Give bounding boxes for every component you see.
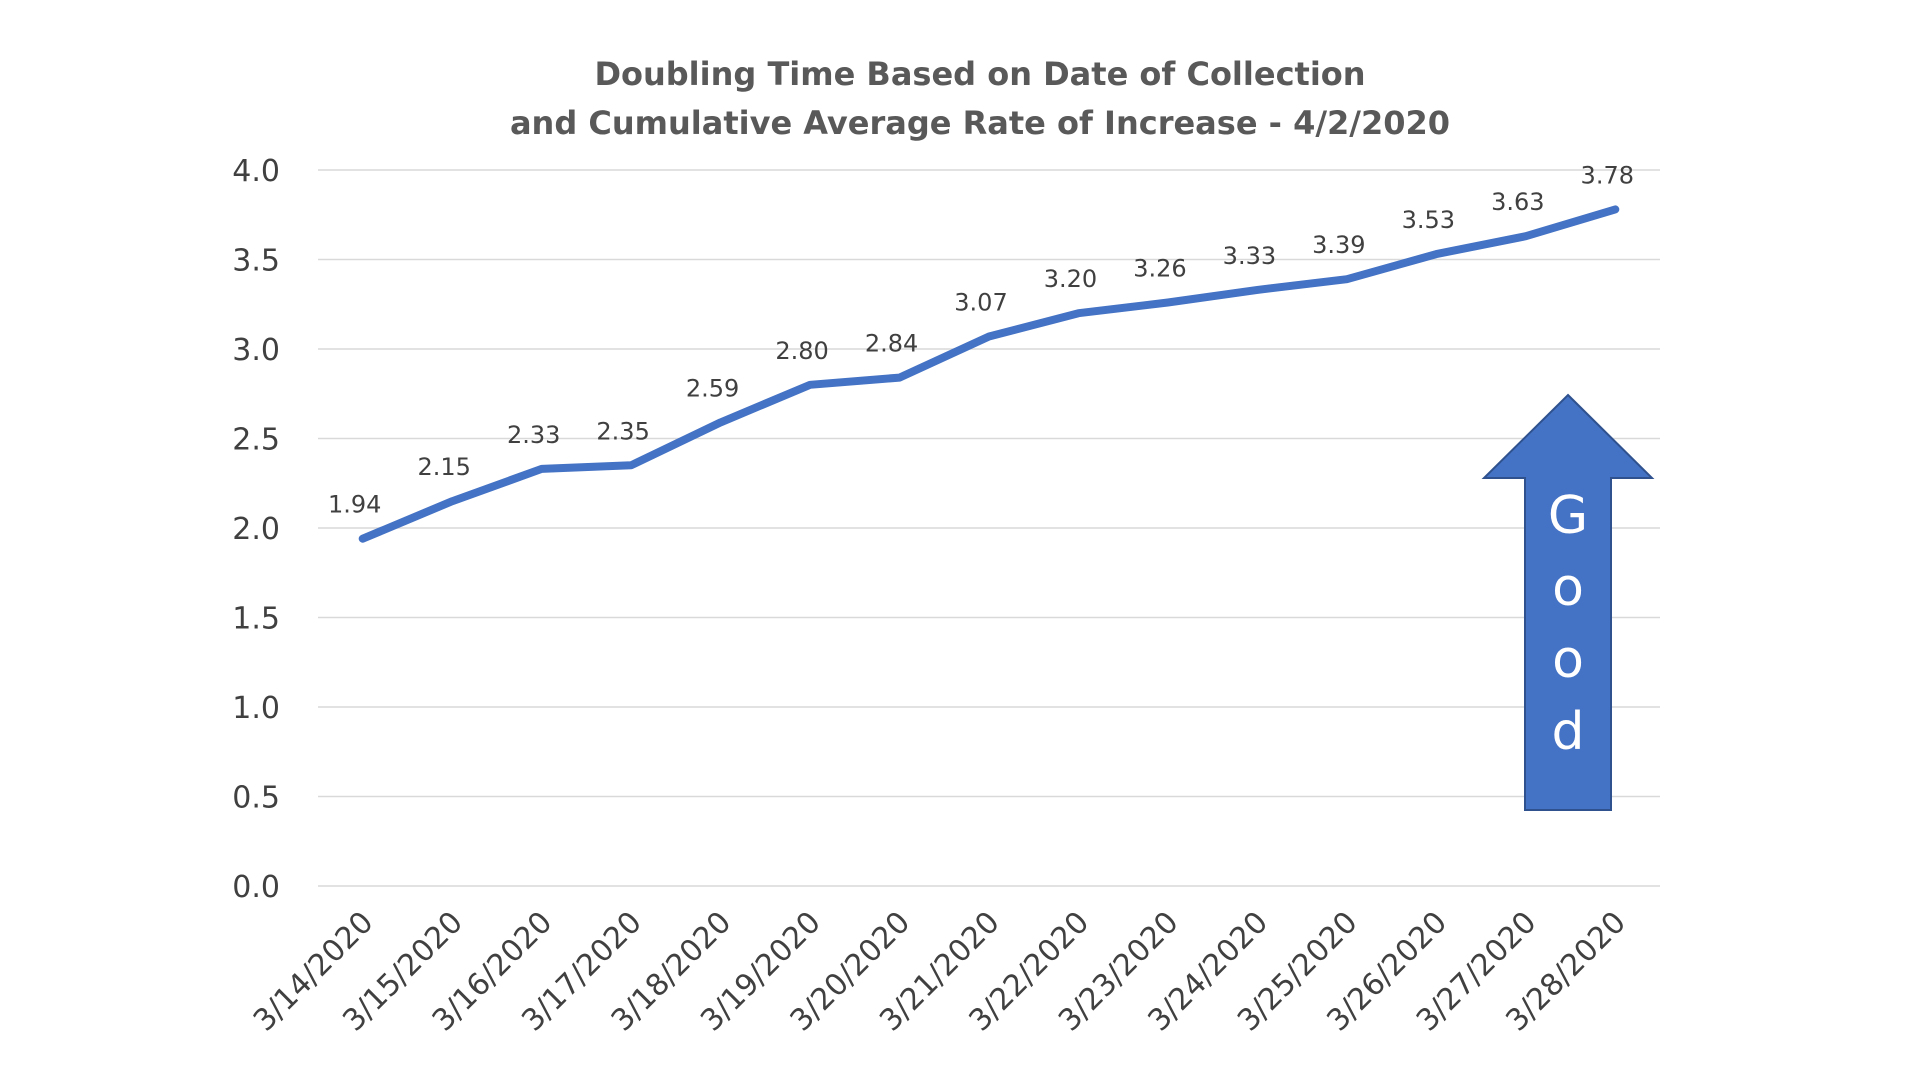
y-tick-label: 0.5 (232, 781, 280, 816)
data-point (720, 421, 722, 423)
data-point (630, 464, 632, 466)
data-label: 2.33 (507, 421, 560, 449)
series-line (358, 205, 1620, 543)
data-point (988, 335, 990, 337)
y-tick-label: 3.0 (232, 333, 280, 368)
series-group (358, 205, 1620, 543)
arrow-letter: o (1552, 558, 1584, 618)
y-tick-label: 2.0 (232, 512, 280, 547)
data-label: 3.07 (954, 288, 1007, 316)
y-tick-label: 1.0 (232, 691, 280, 726)
data-point (1167, 301, 1169, 303)
arrow-letter: G (1548, 486, 1588, 546)
y-tick-label: 3.5 (232, 244, 280, 279)
y-tick-label: 1.5 (232, 602, 280, 637)
y-tick-label: 4.0 (232, 154, 280, 189)
up-arrow-icon (1481, 393, 1655, 811)
chart-title-group: Doubling Time Based on Date of Collectio… (510, 55, 1450, 142)
data-label: 3.53 (1402, 206, 1455, 234)
data-point (1614, 208, 1616, 210)
gridlines (318, 169, 1660, 887)
data-point (451, 500, 453, 502)
data-label: 2.35 (596, 417, 649, 445)
data-point (1256, 289, 1258, 291)
arrow-letter: o (1552, 630, 1584, 690)
data-point (541, 468, 543, 470)
data-label: 2.84 (865, 330, 918, 358)
chart-title: Doubling Time Based on Date of Collectio… (594, 55, 1365, 93)
data-label: 3.33 (1223, 242, 1276, 270)
data-label: 3.26 (1133, 254, 1186, 282)
data-point (362, 538, 364, 540)
data-label: 1.94 (328, 491, 381, 519)
data-point (809, 384, 811, 386)
arrow-letter: d (1551, 702, 1584, 762)
data-label: 2.59 (686, 374, 739, 402)
data-label: 3.20 (1044, 265, 1097, 293)
data-labels: 1.94 2.15 2.33 2.35 2.59 2.80 2.84 3.07 3.20 3.26… (328, 161, 1634, 518)
y-tick-label: 2.5 (232, 423, 280, 458)
x-axis-ticks: 3/14/20203/15/20203/16/20203/17/20203/18… (247, 905, 1633, 1039)
data-point (1346, 278, 1348, 280)
data-point (1077, 312, 1079, 314)
data-label: 2.15 (417, 453, 470, 481)
y-axis-ticks: 0.0 0.5 1.0 1.5 2.0 2.5 3.0 3.5 4.0 (232, 154, 280, 905)
y-tick-label: 0.0 (232, 870, 280, 905)
data-label: 3.78 (1581, 161, 1634, 189)
data-point (1525, 235, 1527, 237)
data-point (899, 377, 901, 379)
data-label: 3.39 (1312, 231, 1365, 259)
data-label: 3.63 (1491, 188, 1544, 216)
chart-subtitle: and Cumulative Average Rate of Increase … (510, 104, 1450, 142)
data-label: 2.80 (775, 337, 828, 365)
data-point (1435, 253, 1437, 255)
